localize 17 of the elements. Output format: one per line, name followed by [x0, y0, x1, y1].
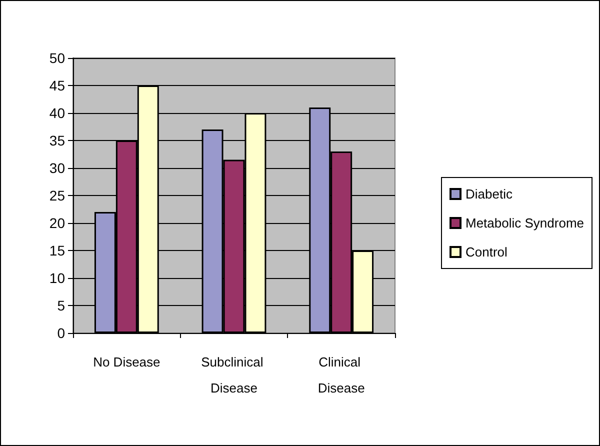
y-tick-label: 10 [49, 270, 66, 286]
legend-label: Metabolic Syndrome [466, 216, 584, 230]
x-tick-label: Clinical Disease [318, 354, 365, 396]
y-tick-label: 25 [49, 188, 66, 204]
y-tick-label: 35 [49, 132, 66, 148]
legend-label: Control [466, 244, 508, 260]
y-tick-label: 5 [57, 298, 66, 314]
y-tick-label: 30 [49, 160, 66, 176]
x-tick-label: No Disease [93, 354, 160, 370]
y-tick-label: 0 [57, 325, 66, 341]
y-tick-label: 20 [49, 215, 66, 231]
legend-label: Diabetic [466, 186, 513, 202]
y-tick-label: 15 [49, 242, 66, 258]
x-tick-label: Subclinical Disease [201, 354, 267, 396]
y-tick-label: 45 [49, 78, 66, 94]
y-tick-label: 50 [49, 50, 66, 66]
y-tick-label: 40 [49, 105, 66, 121]
